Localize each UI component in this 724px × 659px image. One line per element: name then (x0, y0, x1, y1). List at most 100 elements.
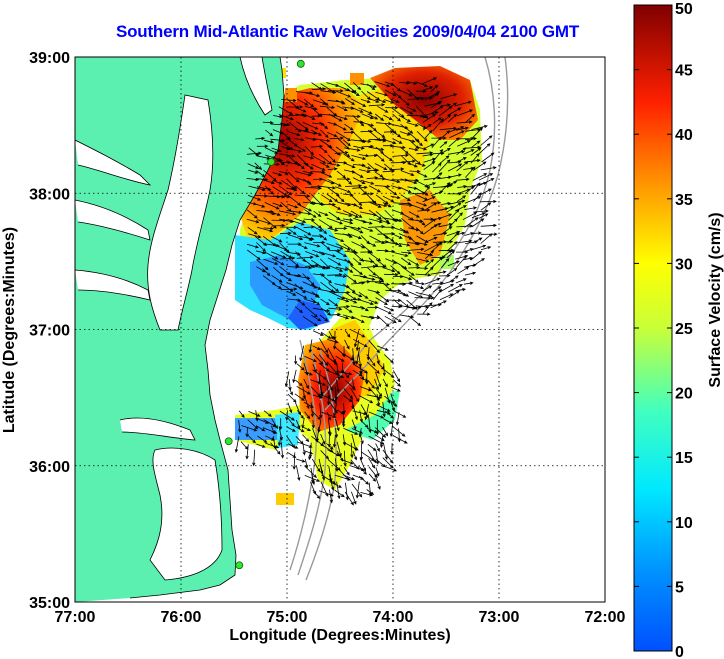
velocity-arrow (272, 283, 283, 289)
velocity-arrow (417, 172, 428, 178)
velocity-arrow (447, 113, 458, 123)
velocity-arrow (456, 239, 473, 244)
velocity-arrow (472, 237, 483, 243)
velocity-arrow (342, 370, 350, 379)
velocity-arrow (328, 291, 346, 300)
velocity-arrow (304, 209, 317, 218)
velocity-arrow (344, 147, 361, 152)
velocity-arrow (334, 226, 348, 231)
velocity-arrow (456, 195, 467, 203)
velocity-arrow (478, 173, 494, 181)
velocity-arrow (272, 202, 284, 208)
velocity-arrow (313, 353, 324, 365)
velocity-arrow (401, 275, 413, 281)
velocity-arrow (327, 227, 339, 232)
velocity-arrow (383, 354, 394, 364)
velocity-arrow (417, 208, 431, 212)
velocity-arrow (473, 209, 489, 213)
velocity-arrow (359, 200, 376, 204)
velocity-arrow (262, 179, 275, 185)
velocity-arrow (327, 273, 343, 277)
velocity-arrow (344, 330, 351, 338)
velocity-arrow (399, 291, 410, 297)
velocity-arrow (407, 315, 422, 327)
velocity-arrow (286, 435, 296, 449)
velocity-arrow (252, 449, 256, 467)
velocity-arrow (360, 275, 376, 281)
velocity-arrow (438, 274, 451, 278)
velocity-arrow (288, 386, 293, 396)
velocity-arrow (470, 182, 481, 195)
velocity-arrow (456, 161, 469, 172)
velocity-arrow (336, 481, 341, 500)
velocity-arrow (368, 339, 381, 354)
velocity-arrow (399, 146, 409, 155)
velocity-arrow (312, 345, 321, 351)
velocity-arrow (280, 256, 296, 260)
velocity-arrow (462, 248, 474, 253)
velocity-arrow (326, 193, 339, 203)
x-tick-label: 77:00 (55, 609, 96, 626)
velocity-arrow (256, 209, 274, 214)
velocity-arrow (246, 243, 259, 249)
velocity-arrow (343, 297, 358, 304)
velocity-arrow (310, 402, 314, 418)
velocity-arrow (361, 192, 374, 196)
velocity-arrow (329, 481, 342, 488)
velocity-arrow (264, 251, 279, 260)
velocity-arrow (343, 306, 353, 313)
velocity-arrow (375, 404, 391, 412)
velocity-arrow (383, 144, 395, 148)
velocity-arrow (464, 206, 478, 210)
velocity-arrow (416, 258, 430, 263)
velocity-arrow (246, 151, 262, 155)
velocity-arrow (311, 291, 320, 298)
colorbar-ticks: 0 5 10 15 20 25 30 35 40 45 50 (634, 1, 693, 659)
velocity-arrow (431, 242, 443, 252)
velocity-region-delaware (240, 88, 365, 240)
velocity-arrow (342, 474, 356, 481)
velocity-arrow (352, 355, 356, 366)
velocity-arrow (430, 256, 443, 269)
y-axis-title: Latitude (Degrees:Minutes) (1, 227, 18, 433)
velocity-arrow (350, 329, 366, 338)
velocity-arrow (292, 369, 297, 384)
velocity-arrow (416, 219, 426, 226)
velocity-arrow (278, 210, 297, 216)
velocity-arrow (286, 227, 297, 235)
velocity-arrow (342, 210, 359, 218)
velocity-arrow (433, 231, 448, 236)
velocity-arrow (343, 441, 359, 451)
velocity-arrow (337, 195, 345, 203)
velocity-arrow (441, 147, 451, 154)
velocity-arrow (390, 195, 401, 200)
velocity-arrow (471, 127, 484, 139)
velocity-arrow (333, 330, 337, 341)
velocity-arrow (327, 167, 338, 171)
velocity-arrow (271, 425, 275, 435)
velocity-arrow (448, 209, 460, 221)
velocity-arrow (311, 458, 321, 473)
velocity-arrow (415, 282, 426, 286)
velocity-arrow (296, 409, 304, 419)
velocity-arrow (334, 474, 352, 481)
velocity-arrow (271, 147, 282, 153)
pamlico-sound (150, 448, 222, 580)
velocity-arrow (392, 233, 403, 239)
velocity-arrow (480, 232, 498, 236)
velocity-arrow (263, 139, 275, 144)
velocity-arrow (415, 162, 426, 167)
velocity-arrow (448, 284, 463, 293)
velocity-arrow (342, 193, 354, 197)
velocity-arrow (344, 258, 354, 267)
velocity-arrow (368, 218, 383, 224)
velocity-arrow (440, 103, 452, 107)
velocity-arrow (383, 178, 401, 184)
velocity-arrow (256, 443, 266, 448)
velocity-arrow (257, 226, 274, 233)
velocity-arrow (383, 442, 388, 461)
velocity-arrow (465, 113, 476, 123)
velocity-arrow (358, 428, 362, 438)
velocity-arrow (247, 226, 258, 235)
velocity-arrow (296, 458, 306, 463)
